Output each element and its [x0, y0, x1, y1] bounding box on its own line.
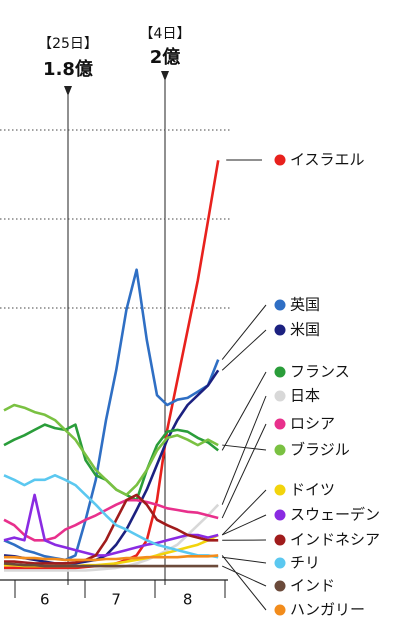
legend-marker — [274, 444, 286, 456]
annotation-value: 2億 — [150, 46, 181, 68]
legend-label: 日本 — [290, 387, 320, 405]
legend-connector — [221, 423, 267, 519]
legend-marker — [274, 324, 286, 336]
legend-connector — [221, 395, 267, 505]
x-tick-label: 6 — [40, 591, 50, 609]
legend-label: フランス — [290, 363, 350, 381]
legend-marker — [274, 534, 286, 546]
annotation-value: 1.8億 — [43, 58, 93, 80]
legend-label: インドネシア — [290, 531, 380, 549]
legend-connector — [221, 514, 267, 536]
legend-marker — [274, 604, 286, 616]
legend-connector — [221, 565, 267, 587]
series-line — [4, 503, 220, 572]
legend-connector — [222, 556, 267, 564]
legend-marker — [274, 509, 286, 521]
series-line — [3, 369, 220, 565]
series-line — [4, 554, 219, 562]
legend-marker — [274, 557, 286, 569]
annotation-arrow — [64, 86, 72, 96]
legend-marker — [274, 299, 286, 311]
legend-connector — [221, 489, 267, 536]
series-line — [3, 403, 219, 497]
legend-label: チリ — [290, 554, 320, 572]
legend-marker — [274, 390, 286, 402]
legend-label: ロシア — [290, 415, 335, 433]
series-line — [3, 474, 219, 559]
x-tick-label: 7 — [111, 591, 121, 609]
series-line — [3, 562, 219, 568]
series-line — [3, 423, 220, 502]
legend-label: スウェーデン — [290, 506, 380, 524]
legend-marker — [274, 418, 286, 430]
legend-connector — [222, 444, 267, 451]
x-tick-label: 8 — [183, 591, 193, 609]
legend-label: インド — [290, 577, 335, 595]
legend-marker — [274, 154, 286, 166]
series-line — [4, 493, 219, 565]
legend-label: ハンガリー — [290, 601, 365, 619]
legend-marker — [274, 366, 286, 378]
legend-label: 米国 — [290, 321, 320, 339]
series-line — [3, 268, 220, 562]
annotation-date: 【4日】 — [140, 26, 191, 42]
legend-connector — [221, 329, 267, 371]
legend-label: ブラジル — [290, 441, 350, 459]
legend-connector — [221, 555, 267, 611]
legend-connector — [221, 371, 267, 451]
legend-marker — [274, 580, 286, 592]
series-line — [3, 498, 219, 542]
annotation-arrow — [161, 71, 169, 81]
annotation-date: 【25日】 — [38, 36, 98, 52]
legend-connector — [221, 304, 267, 360]
legend-marker — [274, 484, 286, 496]
legend-label: イスラエル — [290, 151, 365, 169]
legend-label: 英国 — [290, 296, 320, 314]
legend-label: ドイツ — [290, 481, 335, 499]
series-line — [3, 493, 219, 557]
